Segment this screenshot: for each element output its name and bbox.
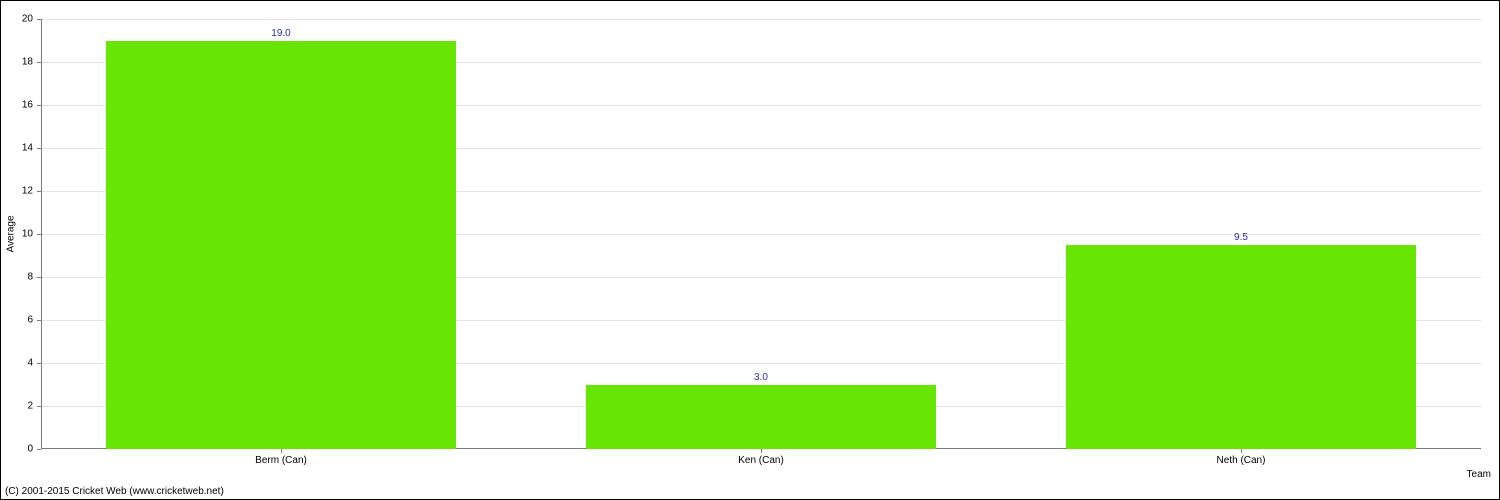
bar-value-label: 9.5 xyxy=(1234,232,1248,243)
y-tick-label: 14 xyxy=(22,143,33,154)
bar xyxy=(106,41,456,450)
bar-value-label: 19.0 xyxy=(271,28,290,39)
x-tick-label: Berm (Can) xyxy=(255,455,307,466)
y-axis-line xyxy=(41,19,42,449)
x-tick xyxy=(1241,449,1242,453)
copyright-text: (C) 2001-2015 Cricket Web (www.cricketwe… xyxy=(5,486,224,497)
chart-frame: 0 2 4 6 8 10 12 14 16 18 20 19.0 Berm (Can) 3.0 Ken (C… xyxy=(0,0,1500,500)
y-tick-label: 20 xyxy=(22,14,33,25)
x-tick-label: Neth (Can) xyxy=(1217,455,1266,466)
y-tick-label: 18 xyxy=(22,57,33,68)
y-tick-label: 0 xyxy=(27,444,33,455)
y-tick-label: 10 xyxy=(22,229,33,240)
plot-area: 0246810121416182019.0Berm (Can)3.0Ken (C… xyxy=(41,19,1481,449)
y-axis-title: Average xyxy=(6,215,17,252)
y-tick-label: 4 xyxy=(27,358,33,369)
gridline xyxy=(41,19,1481,20)
y-tick xyxy=(37,449,41,450)
bar xyxy=(586,385,936,450)
bar-value-label: 3.0 xyxy=(754,372,768,383)
x-axis-title: Team xyxy=(1467,469,1491,480)
x-tick-label: Ken (Can) xyxy=(738,455,784,466)
y-tick-label: 16 xyxy=(22,100,33,111)
x-tick xyxy=(281,449,282,453)
bar xyxy=(1066,245,1416,449)
y-tick-label: 2 xyxy=(27,401,33,412)
y-tick-label: 6 xyxy=(27,315,33,326)
y-tick-label: 8 xyxy=(27,272,33,283)
x-tick xyxy=(761,449,762,453)
y-tick-label: 12 xyxy=(22,186,33,197)
